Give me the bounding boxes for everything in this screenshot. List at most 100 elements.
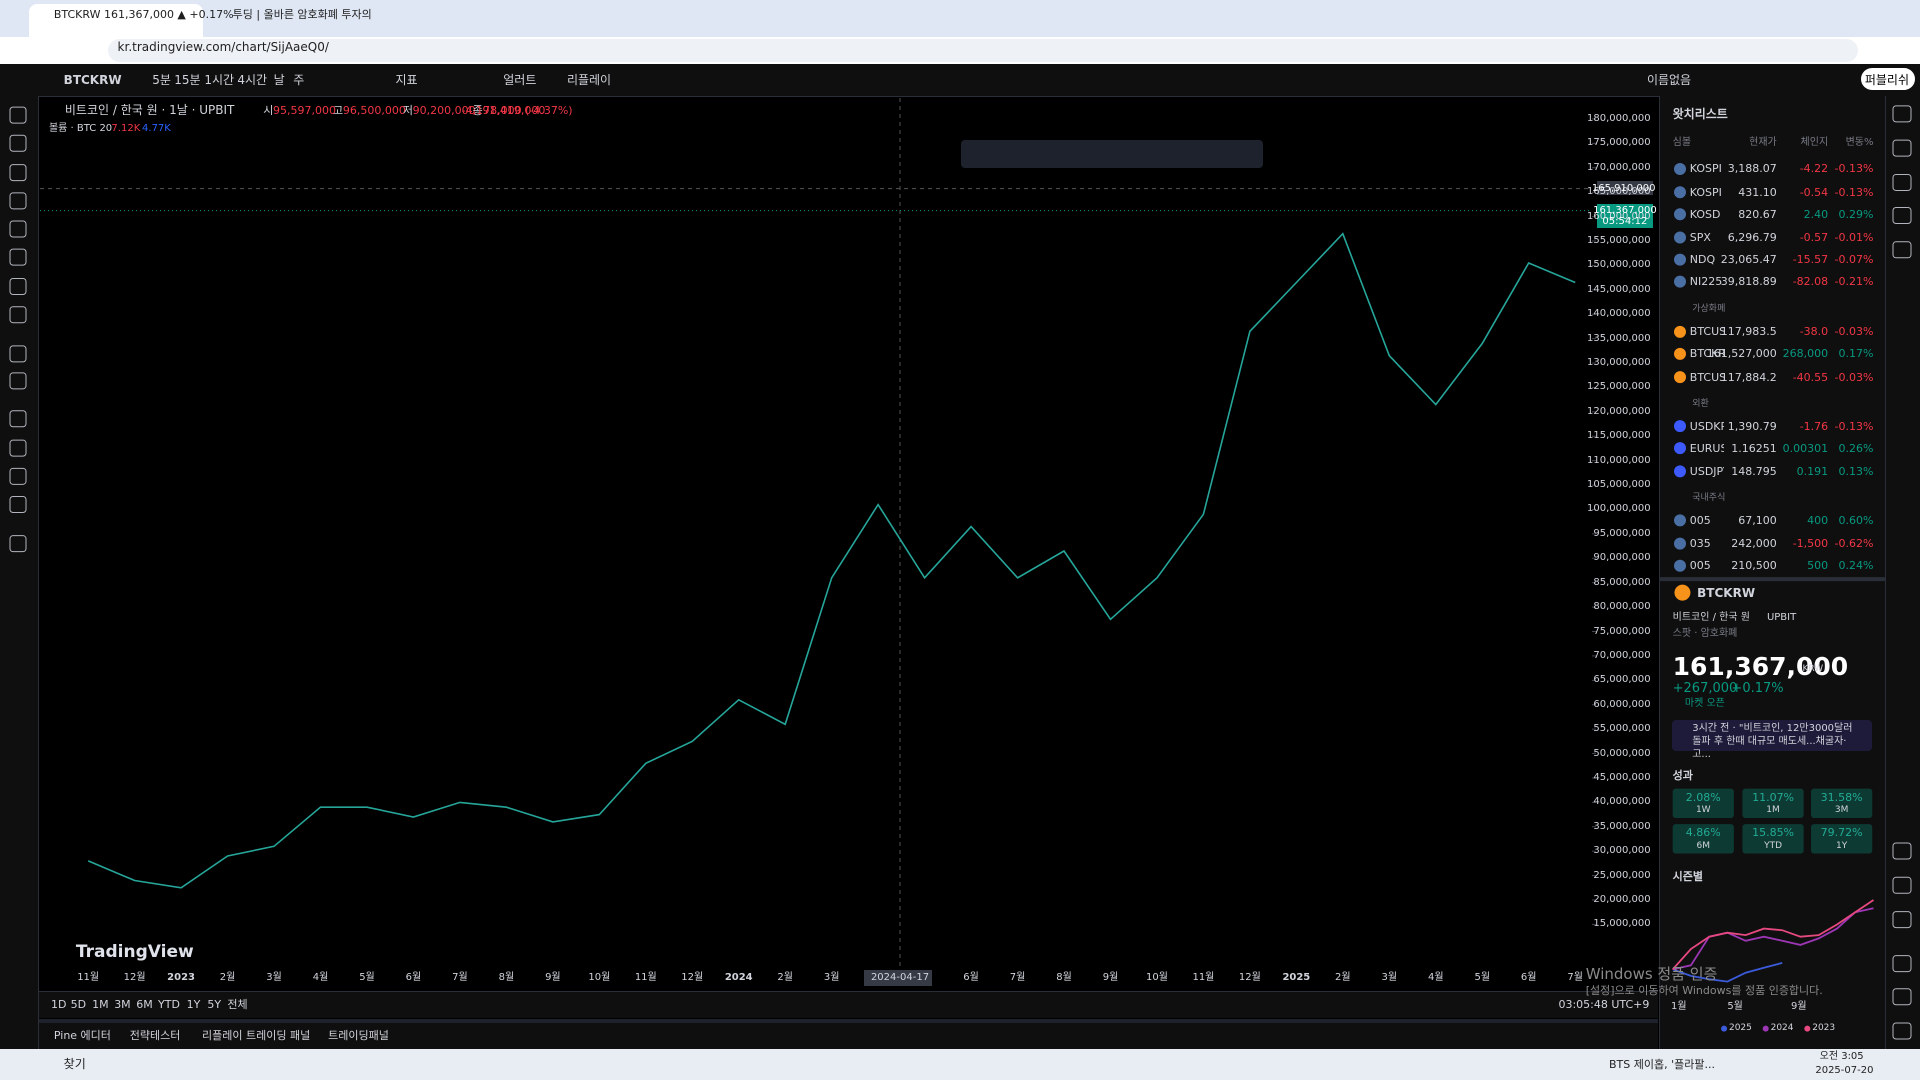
- symbol-icon: [1674, 371, 1686, 384]
- x-tick-label: 4월: [312, 972, 329, 984]
- ohlc-label: 종: [472, 103, 483, 117]
- watchlist-header: 체인지: [1800, 137, 1829, 149]
- left-toolbar: [0, 96, 39, 1050]
- layout-name[interactable]: 이름없음: [1646, 72, 1692, 87]
- panel-icon: [1892, 1022, 1912, 1040]
- symbol-icon: [1674, 442, 1686, 455]
- bottom-tabs: [39, 1019, 1658, 1054]
- watchlist-change-pct: 0.26%: [1838, 441, 1874, 455]
- symbol-search[interactable]: BTCKRW: [63, 72, 122, 87]
- x-tick-label: 9월: [1102, 972, 1119, 984]
- range-button[interactable]: YTD: [158, 997, 180, 1011]
- x-tick-label: 3월: [266, 972, 282, 984]
- bottom-tab[interactable]: 전략테스터: [129, 1029, 181, 1043]
- panel-icon: [1892, 842, 1912, 860]
- watchlist-change: 400: [1807, 513, 1829, 527]
- tool-icon: [9, 495, 27, 513]
- taskbar-search[interactable]: 찾기: [63, 1057, 86, 1072]
- watchlist-change: -15.57: [1792, 253, 1829, 267]
- alerts-button[interactable]: 얼러트: [503, 72, 537, 87]
- watchlist-symbol[interactable]: BTCUSD: [1689, 370, 1724, 384]
- taskbar-news[interactable]: BTS 제이홉, '플라팔...: [1608, 1057, 1715, 1071]
- url-field[interactable]: [108, 39, 1858, 62]
- interval-button[interactable]: 5분: [152, 72, 171, 87]
- browser-tab[interactable]: 투딩 | 올바른 암호화폐 투자의: [232, 8, 372, 22]
- watchlist-symbol[interactable]: 005: [1689, 559, 1711, 573]
- seasonal-x-label: 5월: [1727, 1000, 1743, 1012]
- publish-button[interactable]: [1861, 68, 1915, 90]
- performance-box: [1742, 824, 1804, 854]
- x-tick-label: 12월: [1238, 972, 1261, 984]
- performance-period: YTD: [1764, 840, 1783, 851]
- interval-button[interactable]: 1시간: [204, 72, 235, 87]
- watchlist-symbol[interactable]: BTCUSD: [1689, 325, 1724, 339]
- tool-icon: [9, 467, 27, 485]
- ohlc-change: -4,178,000 (-4.37%): [461, 103, 573, 117]
- detail-name: 비트코인 / 한국 원: [1672, 612, 1750, 624]
- browser-tab[interactable]: BTCKRW 161,367,000 ▲ +0.17%: [53, 8, 234, 22]
- range-button[interactable]: 6M: [136, 997, 153, 1011]
- symbol-icon: [1674, 420, 1686, 433]
- range-button[interactable]: 5Y: [207, 997, 222, 1011]
- interval-button[interactable]: 4시간: [237, 72, 268, 87]
- bottom-tab[interactable]: 리플레이 트레이딩 패널: [202, 1029, 311, 1043]
- symbol-icon: [1674, 325, 1686, 338]
- y-tick-label: 30,000,000: [1593, 845, 1651, 857]
- interval-button[interactable]: 15분: [174, 72, 201, 87]
- detail-kind: 스팟 · 암호화폐: [1672, 628, 1738, 640]
- watchlist-symbol[interactable]: 005: [1689, 513, 1711, 527]
- bottom-tab[interactable]: Pine 에디터: [53, 1029, 111, 1043]
- symbol-icon: [1674, 347, 1686, 360]
- performance-period: 1W: [1695, 805, 1711, 816]
- watchlist-symbol[interactable]: SPX: [1689, 231, 1711, 245]
- x-tick-label: 7월: [452, 972, 468, 984]
- y-tick-label: 180,000,000: [1586, 112, 1651, 124]
- range-button[interactable]: 5D: [70, 997, 87, 1011]
- performance-value: 4.86%: [1685, 826, 1721, 840]
- y-tick-label: 45,000,000: [1593, 771, 1651, 783]
- active-tab[interactable]: [29, 4, 203, 37]
- range-button[interactable]: 1M: [92, 997, 109, 1011]
- watchlist-symbol[interactable]: KOSPI: [1689, 185, 1722, 199]
- range-button[interactable]: 전체: [227, 997, 248, 1011]
- performance-value: 2.08%: [1685, 790, 1721, 804]
- news-card[interactable]: [1672, 720, 1872, 751]
- watchlist-price: 1.16251: [1731, 441, 1777, 455]
- watchlist-symbol[interactable]: BTCKRW: [1689, 347, 1724, 361]
- watchlist-symbol[interactable]: EURUSD: [1689, 441, 1724, 455]
- performance-box: [1672, 824, 1734, 854]
- legend-entry: 2025: [1728, 1023, 1752, 1034]
- tool-icon: [9, 439, 27, 457]
- x-tick-label: 3월: [823, 972, 840, 984]
- range-button[interactable]: 1D: [51, 997, 67, 1011]
- x-tick-label: 2025: [1282, 972, 1311, 984]
- publish-button-label[interactable]: 퍼블리쉬: [1864, 72, 1910, 87]
- symbol-icon: [1674, 275, 1686, 288]
- news-text[interactable]: 3시간 전 · "비트코인, 12만3000달러 돌파 후 한때 대규모 매도세…: [1692, 723, 1853, 760]
- watchlist-symbol[interactable]: KOSPI: [1689, 162, 1722, 176]
- watchlist-price: 242,000: [1731, 537, 1777, 551]
- ohlc-value: 96,500,000: [342, 103, 406, 117]
- performance-period: 3M: [1834, 805, 1849, 816]
- watchlist-symbol[interactable]: NDQ: [1689, 253, 1716, 267]
- x-tick-label: 10월: [1145, 972, 1168, 984]
- replay-button[interactable]: 리플레이: [566, 72, 612, 87]
- panel-icon: [1892, 911, 1912, 929]
- indicators-button[interactable]: 지표: [395, 72, 418, 87]
- range-button[interactable]: 1Y: [186, 997, 201, 1011]
- watchlist-symbol[interactable]: 035: [1689, 537, 1711, 551]
- interval-button[interactable]: 주: [293, 72, 305, 87]
- range-button[interactable]: 3M: [114, 997, 131, 1011]
- watchlist-title[interactable]: 왓치리스트: [1672, 106, 1728, 121]
- watchlist-group: 외환: [1692, 398, 1709, 409]
- x-tick-label: 2월: [219, 972, 236, 984]
- watchlist-symbol[interactable]: NI225: [1689, 275, 1723, 289]
- interval-button[interactable]: 날: [273, 72, 285, 87]
- watchlist-symbol[interactable]: USDKRW: [1689, 419, 1724, 433]
- watchlist-symbol[interactable]: KOSD: [1689, 207, 1721, 221]
- y-tick-label: 15,000,000: [1593, 918, 1651, 930]
- bottom-tab[interactable]: 트레이딩패널: [328, 1029, 389, 1043]
- watchlist-change: -1.76: [1799, 419, 1829, 433]
- watchlist-symbol[interactable]: USDJPY: [1689, 464, 1724, 478]
- y-tick-label: 170,000,000: [1586, 161, 1651, 173]
